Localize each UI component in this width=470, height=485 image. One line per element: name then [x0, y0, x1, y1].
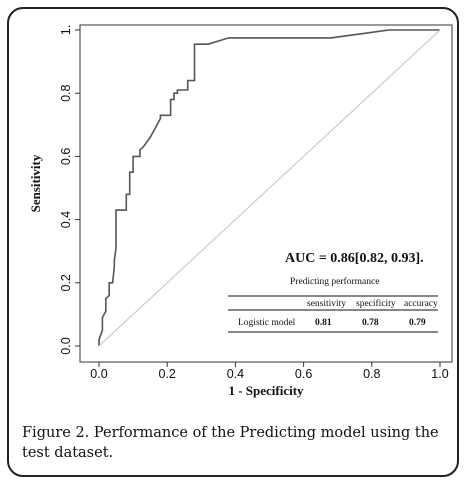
x-tick-label: 0.6	[295, 367, 312, 381]
x-tick-label: 0.0	[90, 367, 107, 381]
figure-frame	[7, 7, 459, 477]
y-tick-label: 0.8	[59, 84, 73, 101]
x-tick-label: 0.8	[363, 367, 380, 381]
x-tick-label: 0.2	[159, 367, 176, 381]
x-tick-label: 0.4	[227, 367, 244, 381]
figure-caption: Figure 2. Performance of the Predicting …	[22, 425, 439, 461]
table-header-accuracy: accuracy	[404, 299, 438, 309]
y-tick-label: 0.2	[59, 274, 73, 291]
table-row-label: Logistic model	[238, 318, 296, 328]
plot-area	[98, 29, 441, 347]
table-title: Predicting performance	[290, 276, 379, 287]
axes: 0.0 0.2 0.4 0.6 0.8 1.0 0.0 0.2 0.4 0.6 0.8 1. 1 - S…	[28, 24, 453, 398]
y-tick-label: 0.0	[59, 337, 73, 354]
table-value-accuracy: 0.79	[409, 318, 426, 328]
auc-annotation: AUC = 0.86[0.82, 0.93].	[285, 251, 424, 266]
table-value-sensitivity: 0.81	[315, 318, 332, 328]
auc-annotation-group: AUC = 0.86[0.82, 0.93].	[285, 251, 424, 266]
table-header-sensitivity: sensitivity	[307, 299, 346, 309]
y-tick-label: 0.6	[59, 148, 73, 165]
x-axis-title: 1 - Specificity	[228, 383, 304, 398]
plot-border	[79, 24, 453, 363]
y-axis-title: Sensitivity	[28, 154, 43, 212]
reference-diagonal-line	[98, 29, 441, 347]
y-tick-label: 1.	[59, 25, 73, 35]
roc-curve-line	[98, 29, 440, 346]
performance-table: Predicting performance sensitivity speci…	[228, 276, 438, 333]
y-tick-label: 0.4	[59, 211, 73, 228]
table-value-specificity: 0.78	[362, 318, 379, 328]
x-tick-label: 1.0	[431, 367, 448, 381]
table-header-specificity: specificity	[356, 298, 396, 309]
